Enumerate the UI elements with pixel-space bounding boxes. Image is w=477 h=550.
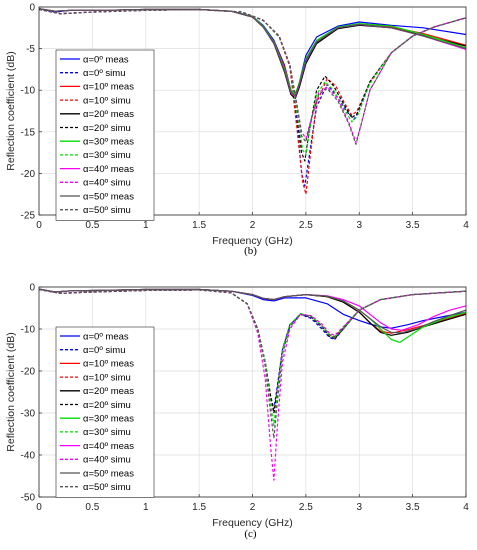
legend-entry: α=20º meas [83,386,134,397]
legend: α=0º meas α=0º simu α=10º meas α=10º simu α=… [55,49,155,221]
legend-entry: α=20º simu [83,123,131,134]
legend-entry: α=10º simu [83,372,131,383]
x-tick-label: 3.5 [406,220,420,231]
chart-panel-0: 0 0.5 1 1.5 2 2.5 3 3.5 4 0 -5 -10 -15 -20 -25 Frequenc… [5,3,469,258]
legend-entry: α=30º meas [83,414,134,425]
y-tick-label: 0 [29,3,35,14]
series-line-11 [39,8,466,145]
series-line-10 [39,8,466,97]
legend-entry: α=40º simu [83,455,131,466]
y-tick-label: -30 [21,409,36,420]
x-tick-label: 1 [143,502,149,513]
legend-entry: α=40º meas [83,164,134,175]
y-axis-label: Reflection coefficient (dB) [5,51,17,170]
legend-entry: α=0º meas [83,331,129,342]
figure-caption: (b) [244,245,257,257]
x-tick-label: 2 [250,220,256,231]
x-tick-label: 2.5 [299,502,313,513]
legend: α=0º meas α=0º simu α=10º meas α=10º simu α=… [55,326,155,498]
legend-entry: α=50º meas [83,191,134,202]
axes-frame [38,286,467,498]
x-tick-label: 1 [143,220,149,231]
x-tick-label: 0.5 [85,220,99,231]
legend-entry: α=30º simu [83,150,131,161]
x-axis-label: Frequency (GHz) [212,517,293,529]
x-tick-label: 4 [463,502,469,513]
series-line-10 [39,288,466,334]
legend-entry: α=30º simu [83,427,131,438]
legend-entry: α=30º meas [83,137,134,148]
chart-panel-1: 0 0.5 1 1.5 2 2.5 3 3.5 4 0 -10 -20 -30 -40 -50 Frequen… [5,283,469,541]
y-axis-label: Reflection coefficient (dB) [5,332,17,451]
legend-entry: α=0º simu [83,68,126,79]
legend-box [55,326,155,498]
legend-entry: α=40º simu [83,178,131,189]
legend-entry: α=0º simu [83,345,126,356]
series-group [39,8,466,195]
y-tick-label: -5 [26,44,35,55]
y-tick-label: 0 [29,283,35,294]
y-tick-label: -40 [21,451,36,462]
series-group [39,288,466,481]
legend-entry: α=10º meas [83,82,134,93]
x-tick-label: 2 [250,502,256,513]
legend-entry: α=10º simu [83,95,131,106]
y-tick-label: -10 [21,325,36,336]
y-tick-label: -25 [21,211,36,222]
series-line-11 [39,288,466,439]
x-tick-label: 3 [356,220,362,231]
y-tick-label: -15 [21,127,36,138]
y-tick-label: -20 [21,367,36,378]
y-tick-label: -20 [21,169,36,180]
x-tick-label: 1.5 [192,502,206,513]
y-tick-label: -50 [21,493,36,504]
figure-caption: (c) [244,528,257,540]
x-tick-label: 2.5 [299,220,313,231]
x-tick-label: 0 [36,220,42,231]
x-tick-label: 3.5 [406,502,420,513]
legend-entry: α=20º simu [83,400,131,411]
legend-entry: α=0º meas [83,54,129,65]
x-tick-label: 4 [463,220,469,231]
legend-entry: α=50º simu [83,482,131,493]
legend-entry: α=20º meas [83,109,134,120]
x-tick-label: 1.5 [192,220,206,231]
axes-frame [38,6,467,216]
legend-box [55,49,155,221]
x-tick-label: 0.5 [85,502,99,513]
x-tick-label: 0 [36,502,42,513]
legend-entry: α=50º simu [83,205,131,216]
legend-entry: α=10º meas [83,359,134,370]
y-tick-label: -10 [21,86,36,97]
x-axis-label: Frequency (GHz) [212,235,293,247]
legend-entry: α=50º meas [83,468,134,479]
x-tick-label: 3 [356,502,362,513]
legend-entry: α=40º meas [83,441,134,452]
